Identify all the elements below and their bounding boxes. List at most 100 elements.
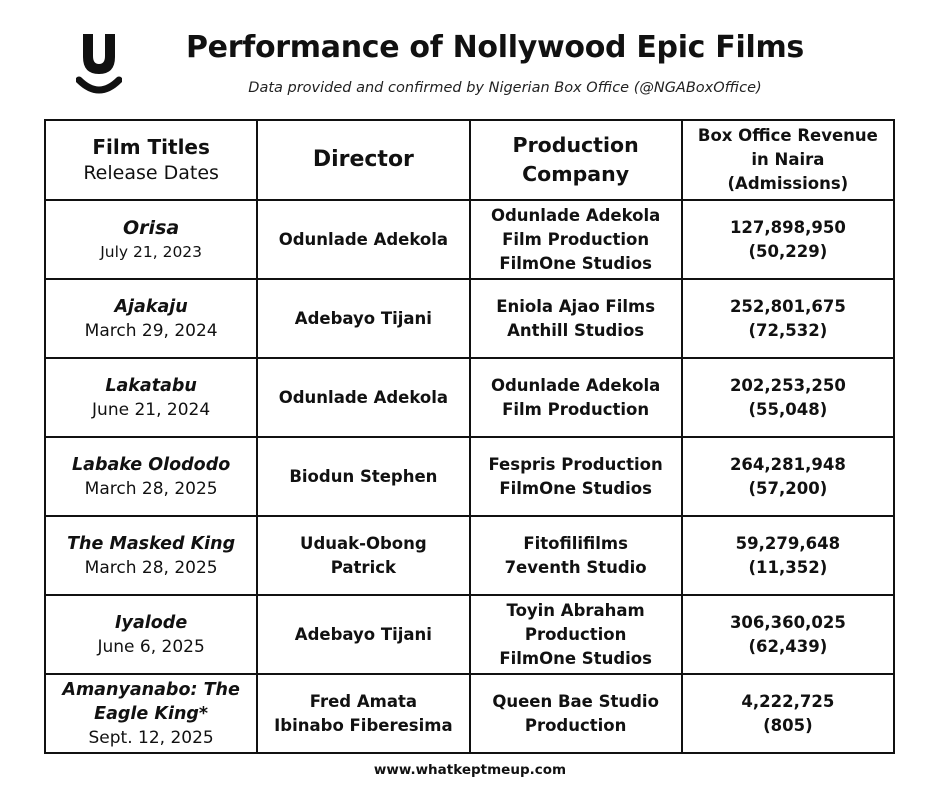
film-title: Iyalode: [115, 612, 188, 633]
company-cell: Fespris Production FilmOne Studios: [468, 436, 683, 517]
table-header-row: Film Titles Release Dates Director Produ…: [43, 119, 896, 201]
director-name: Ibinabo Fiberesima: [274, 715, 453, 735]
director-name: Uduak-Obong: [300, 533, 427, 553]
film-cell: Lakatabu June 21, 2024: [43, 357, 259, 438]
company-cell: Odunlade Adekola Film Production: [468, 357, 683, 438]
director-name: Fred Amata: [309, 691, 417, 711]
company-line: Toyin Abraham: [506, 600, 645, 620]
director-name: Biodun Stephen: [289, 466, 438, 486]
company-line: Odunlade Adekola: [490, 205, 661, 225]
table-row: Lakatabu June 21, 2024 Odunlade Adekola …: [43, 357, 896, 438]
company-line: Anthill Studios: [507, 320, 645, 340]
film-title: Ajakaju: [114, 296, 188, 317]
company-cell: Odunlade Adekola Film Production FilmOne…: [468, 199, 683, 280]
table-row: Ajakaju March 29, 2024 Adebayo Tijani En…: [43, 278, 896, 359]
company-line: Film Production: [502, 399, 650, 419]
company-line: Odunlade Adekola: [490, 375, 661, 395]
film-title: Amanyanabo: The: [62, 679, 240, 700]
director-cell: Adebayo Tijani: [256, 278, 471, 359]
revenue-cell: 264,281,948 (57,200): [680, 436, 896, 517]
table-row: Iyalode June 6, 2025 Adebayo Tijani Toyi…: [43, 594, 896, 675]
films-table: Film Titles Release Dates Director Produ…: [43, 119, 896, 754]
admissions-value: (55,048): [748, 399, 828, 419]
header-production-company: Production Company: [468, 119, 683, 201]
company-line: 7eventh Studio: [504, 557, 647, 577]
director-cell: Odunlade Adekola: [256, 357, 471, 438]
header-production-line: Company: [522, 162, 630, 186]
director-cell: Odunlade Adekola: [256, 199, 471, 280]
header-revenue-line: (Admissions): [727, 174, 849, 193]
revenue-cell: 252,801,675 (72,532): [680, 278, 896, 359]
page-subtitle: Data provided and confirmed by Nigerian …: [248, 80, 762, 96]
footer-website: www.whatkeptmeup.com: [373, 762, 567, 778]
release-date: March 29, 2024: [84, 320, 218, 341]
revenue-cell: 4,222,725 (805): [680, 673, 896, 754]
film-cell: Orisa July 21, 2023: [43, 199, 259, 280]
film-cell: Iyalode June 6, 2025: [43, 594, 259, 675]
film-title: Orisa: [123, 216, 180, 239]
company-cell: Fitofilifilms 7eventh Studio: [468, 515, 683, 596]
smiling-u-logo-icon: [76, 34, 122, 94]
revenue-value: 202,253,250: [729, 375, 846, 395]
company-line: Production: [524, 715, 627, 735]
director-name: Patrick: [330, 557, 396, 577]
director-name: Adebayo Tijani: [294, 308, 432, 328]
film-cell: Labake Olododo March 28, 2025: [43, 436, 259, 517]
company-line: Fespris Production: [488, 454, 663, 474]
company-cell: Eniola Ajao Films Anthill Studios: [468, 278, 683, 359]
film-cell: Ajakaju March 29, 2024: [43, 278, 259, 359]
admissions-value: (50,229): [748, 241, 828, 261]
release-date: Sept. 12, 2025: [88, 727, 214, 748]
revenue-value: 306,360,025: [729, 612, 846, 632]
admissions-value: (805): [763, 715, 813, 735]
company-line: FilmOne Studios: [499, 478, 652, 498]
revenue-value: 127,898,950: [729, 217, 846, 237]
admissions-value: (57,200): [748, 478, 828, 498]
admissions-value: (62,439): [748, 636, 828, 656]
film-cell: Amanyanabo: The Eagle King* Sept. 12, 20…: [43, 673, 259, 754]
director-name: Odunlade Adekola: [278, 229, 449, 249]
director-cell: Biodun Stephen: [256, 436, 471, 517]
table-row: The Masked King March 28, 2025 Uduak-Obo…: [43, 515, 896, 596]
header-revenue-line: Box Office Revenue: [697, 126, 878, 145]
header-production-line: Production: [512, 133, 639, 157]
company-line: Film Production: [502, 229, 650, 249]
company-line: Production: [524, 624, 627, 644]
release-date: March 28, 2025: [84, 478, 218, 499]
release-date: March 28, 2025: [84, 557, 218, 578]
header-director: Director: [256, 119, 471, 201]
release-date: July 21, 2023: [100, 242, 203, 261]
director-cell: Adebayo Tijani: [256, 594, 471, 675]
revenue-value: 59,279,648: [735, 533, 841, 553]
revenue-value: 264,281,948: [729, 454, 846, 474]
company-line: Eniola Ajao Films: [496, 296, 656, 316]
admissions-value: (11,352): [748, 557, 828, 577]
header-film-titles: Film Titles Release Dates: [43, 119, 259, 201]
film-title: Labake Olododo: [71, 454, 231, 475]
header-revenue-line: in Naira: [751, 150, 825, 169]
company-cell: Toyin Abraham Production FilmOne Studios: [468, 594, 683, 675]
revenue-value: 252,801,675: [729, 296, 846, 316]
company-line: Queen Bae Studio: [492, 691, 659, 711]
header-film-titles-label: Film Titles: [92, 135, 210, 159]
film-title: Lakatabu: [105, 375, 197, 396]
revenue-cell: 127,898,950 (50,229): [680, 199, 896, 280]
admissions-value: (72,532): [748, 320, 828, 340]
director-cell: Fred Amata Ibinabo Fiberesima: [256, 673, 471, 754]
director-name: Adebayo Tijani: [294, 624, 432, 644]
header-box-office-revenue: Box Office Revenue in Naira (Admissions): [680, 119, 896, 201]
release-date: June 21, 2024: [92, 399, 211, 420]
page-title: Performance of Nollywood Epic Films: [186, 30, 804, 65]
revenue-cell: 202,253,250 (55,048): [680, 357, 896, 438]
company-line: FilmOne Studios: [499, 253, 652, 273]
company-line: FilmOne Studios: [499, 648, 652, 668]
revenue-value: 4,222,725: [741, 691, 835, 711]
director-cell: Uduak-Obong Patrick: [256, 515, 471, 596]
film-title: Eagle King*: [94, 703, 209, 724]
revenue-cell: 306,360,025 (62,439): [680, 594, 896, 675]
table-row: Amanyanabo: The Eagle King* Sept. 12, 20…: [43, 673, 896, 754]
table-row: Orisa July 21, 2023 Odunlade Adekola Odu…: [43, 199, 896, 280]
director-name: Odunlade Adekola: [278, 387, 449, 407]
revenue-cell: 59,279,648 (11,352): [680, 515, 896, 596]
header-release-dates-label: Release Dates: [83, 162, 219, 184]
